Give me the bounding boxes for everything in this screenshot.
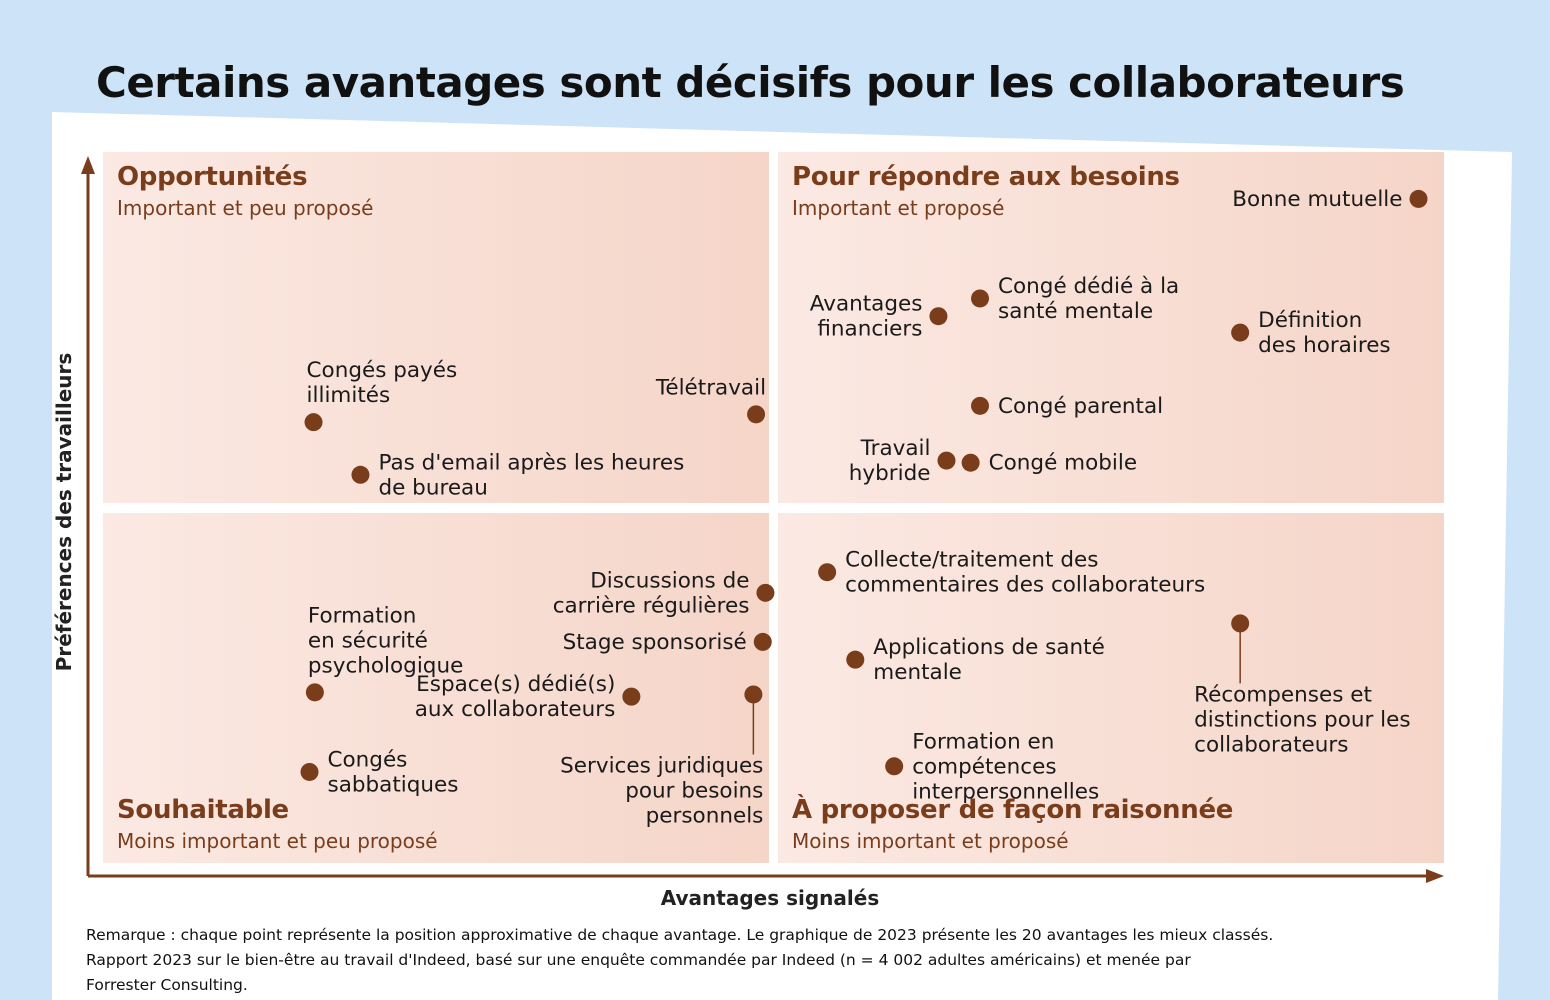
point-label-conge-dedie-a-la: Congé dédié à la santé mentale [998, 274, 1179, 324]
point-group-services-juridiques: Services juridiques pour besoins personnel… [560, 685, 763, 828]
point-group-espace-s-dedie-s: Espace(s) dédié(s) aux collaborateurs [415, 672, 641, 722]
point-label-conges: Congés sabbatiques [328, 747, 459, 797]
point-group-conge-dedie-a-la: Congé dédié à la santé mentale [971, 274, 1179, 324]
quadrant-subtitle-top-left: Important et peu proposé [117, 196, 374, 220]
point-group-recompenses-et: Récompenses et distinctions pour les colla… [1194, 614, 1411, 757]
point-label-services-juridiques: Services juridiques pour besoins personnel… [560, 753, 763, 828]
point-group-bonne-mutuelle: Bonne mutuelle [1232, 187, 1428, 212]
point-label-espace-s-dedie-s: Espace(s) dédié(s) aux collaborateurs [415, 672, 616, 722]
point-label-discussions-de: Discussions de carrière régulières [553, 568, 750, 618]
point-group-conge-parental: Congé parental [971, 394, 1163, 419]
quadrant-subtitle-bottom-right: Moins important et proposé [792, 829, 1069, 853]
point-label-conge-parental: Congé parental [998, 394, 1163, 419]
point-group-collecte-traitement-des: Collecte/traitement des commentaires des … [818, 548, 1205, 598]
point-group-stage-sponsorise: Stage sponsorisé [563, 630, 772, 655]
footnote-line-2: Rapport 2023 sur le bien-être au travail… [86, 951, 1191, 969]
point-group-conge-mobile: Congé mobile [961, 451, 1137, 476]
x-axis-arrow [1426, 869, 1444, 883]
points-layer: Bonne mutuelle Congé dédié à la santé ment… [300, 187, 1428, 828]
quadrant-title-top-right: Pour répondre aux besoins [792, 162, 1180, 192]
point-stage-sponsorise [753, 632, 772, 651]
point-group-formation-en: Formation en compétences interpersonnelles [885, 729, 1099, 804]
quadrant-subtitle-top-right: Important et proposé [792, 196, 1005, 220]
y-axis-arrow [81, 156, 95, 174]
quadrant-title-top-left: Opportunités [117, 162, 308, 192]
point-label-travail: Travail hybride [849, 436, 931, 486]
quadrant-bg-bottom-right [778, 513, 1444, 863]
point-group-formation: Formation en sécurité psychologique [305, 603, 463, 702]
footnote-line-3: Forrester Consulting. [86, 976, 248, 994]
x-axis-label: Avantages signalés [660, 886, 880, 910]
point-conge-parental [971, 396, 990, 415]
point-espace-s-dedie-s [622, 687, 641, 706]
point-travail [937, 451, 956, 470]
point-conge-mobile [961, 453, 980, 472]
point-group-conges-payes: Congés payés illimités [304, 358, 458, 432]
point-group-teletravail: Télétravail [655, 375, 766, 424]
point-applications-de-sante [846, 650, 865, 669]
point-collecte-traitement-des [818, 563, 837, 582]
point-label-collecte-traitement-des: Collecte/traitement des commentaires des … [845, 548, 1205, 598]
point-formation-en [885, 757, 904, 776]
point-group-travail: Travail hybride [849, 436, 956, 486]
point-label-applications-de-sante: Applications de santé mentale [873, 635, 1105, 685]
quadrant-bg-bottom-left [103, 513, 769, 863]
quadrant-title-bottom-right: À proposer de façon raisonnée [792, 795, 1234, 825]
point-label-teletravail: Télétravail [655, 375, 766, 400]
point-group-discussions-de: Discussions de carrière régulières [553, 568, 775, 618]
point-definition [1231, 323, 1250, 342]
point-discussions-de [756, 583, 775, 602]
point-group-pas-d-email-apres-les-heures: Pas d'email après les heures de bureau [351, 450, 684, 500]
quadrant-bg-top-left [103, 152, 769, 503]
y-axis-label: Préférences des travailleurs [52, 352, 76, 672]
point-bonne-mutuelle [1409, 189, 1428, 208]
quadrant-bg-top-right [778, 152, 1444, 503]
point-conge-dedie-a-la [971, 289, 990, 308]
point-label-conges-payes: Congés payés illimités [307, 358, 458, 408]
point-label-recompenses-et: Récompenses et distinctions pour les colla… [1194, 682, 1410, 757]
point-conges-payes [304, 413, 323, 432]
point-pas-d-email-apres-les-heures [351, 465, 370, 484]
page-title: Certains avantages sont décisifs pour le… [96, 58, 1405, 107]
point-avantages [929, 307, 948, 326]
footnote-line-1: Remarque : chaque point représente la po… [86, 926, 1274, 944]
point-label-conge-mobile: Congé mobile [989, 451, 1137, 476]
point-teletravail [747, 405, 766, 424]
point-label-avantages: Avantages financiers [810, 292, 923, 342]
point-group-applications-de-sante: Applications de santé mentale [846, 635, 1105, 685]
quadrant-title-bottom-left: Souhaitable [117, 795, 289, 825]
point-group-conges: Congés sabbatiques [300, 747, 459, 797]
quadrant-subtitle-bottom-left: Moins important et peu proposé [117, 829, 438, 853]
point-formation [305, 683, 324, 702]
point-conges [300, 762, 319, 781]
point-label-formation: Formation en sécurité psychologique [308, 603, 463, 678]
point-label-pas-d-email-apres-les-heures: Pas d'email après les heures de bureau [378, 450, 684, 500]
point-label-stage-sponsorise: Stage sponsorisé [563, 630, 747, 655]
point-label-formation-en: Formation en compétences interpersonnelles [912, 729, 1099, 804]
point-label-definition: Définition des horaires [1258, 308, 1390, 358]
point-group-definition: Définition des horaires [1231, 308, 1391, 358]
point-group-avantages: Avantages financiers [810, 292, 948, 342]
point-label-bonne-mutuelle: Bonne mutuelle [1232, 187, 1402, 212]
